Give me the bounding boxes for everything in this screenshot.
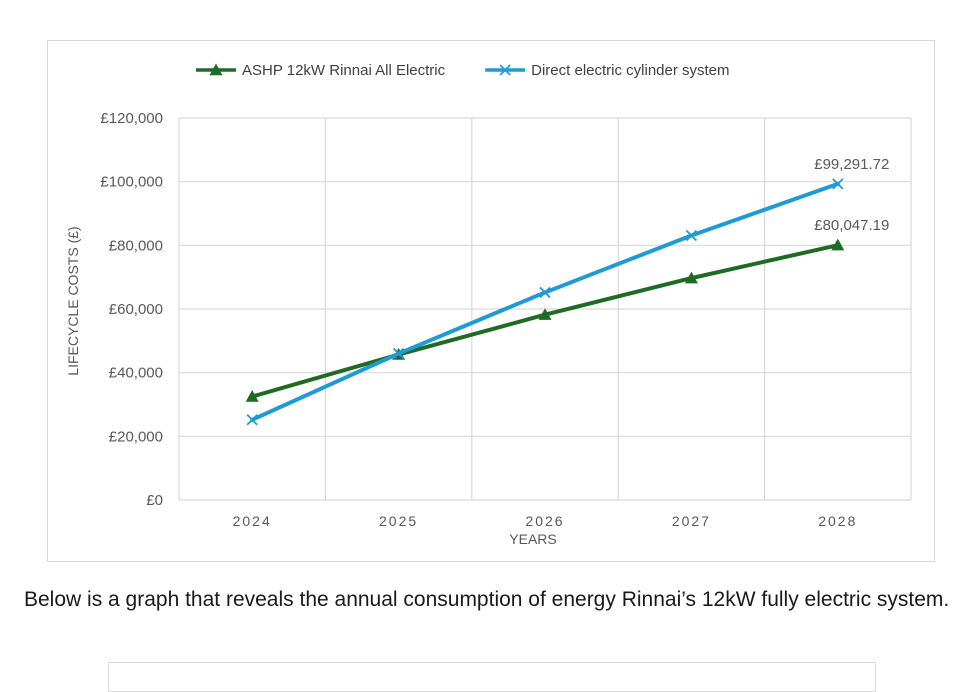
data-point-triangle xyxy=(831,238,845,251)
x-tick-label: 2028 xyxy=(818,513,857,529)
y-tick-label: £0 xyxy=(146,492,163,509)
y-tick-label: £80,000 xyxy=(109,237,163,254)
y-tick-label: £100,000 xyxy=(100,174,163,191)
series-layer xyxy=(245,178,845,426)
data-point-x xyxy=(832,178,844,190)
data-point-triangle xyxy=(209,63,223,76)
data-point-triangle xyxy=(684,271,698,284)
series-line-1 xyxy=(250,181,840,422)
y-tick-label: £60,000 xyxy=(109,301,163,318)
caption-text: Below is a graph that reveals the annual… xyxy=(24,588,950,611)
x-tick-label: 2025 xyxy=(379,513,418,529)
y-axis-ticks: £120,000 £100,000 £80,000 £60,000 £40,000 £20… xyxy=(100,110,163,509)
data-label: £99,291.72 xyxy=(814,156,889,173)
data-point-x xyxy=(539,286,551,299)
y-tick-label: £40,000 xyxy=(109,365,163,382)
x-axis-label: YEARS xyxy=(509,531,556,547)
data-labels: £99,291.72 £80,047.19 xyxy=(814,156,889,234)
x-tick-label: 2026 xyxy=(525,513,564,529)
x-tick-label: 2027 xyxy=(672,513,711,529)
grid-lines xyxy=(178,117,912,501)
y-tick-label: £120,000 xyxy=(100,110,163,127)
x-axis-ticks: 2024 2025 2026 2027 2028 xyxy=(233,513,857,529)
data-point-triangle xyxy=(538,308,552,320)
legend-label: Direct electric cylinder system xyxy=(531,62,729,79)
y-axis-label: LIFECYCLE COSTS (£) xyxy=(65,226,81,375)
next-chart-frame xyxy=(108,662,876,692)
chart-frame: £120,000 £100,000 £80,000 £60,000 £40,000 £20… xyxy=(47,40,935,562)
legend: ASHP 12kW Rinnai All Electric Direct elec… xyxy=(196,62,730,79)
series-line-0 xyxy=(250,243,840,399)
y-tick-label: £20,000 xyxy=(109,428,163,445)
data-point-x xyxy=(499,64,511,76)
lifecycle-cost-chart: £120,000 £100,000 £80,000 £60,000 £40,000 £20… xyxy=(65,62,912,547)
data-point-x xyxy=(246,414,258,426)
legend-label: ASHP 12kW Rinnai All Electric xyxy=(242,62,446,79)
data-label: £80,047.19 xyxy=(814,217,889,234)
data-point-triangle xyxy=(245,390,259,402)
x-tick-label: 2024 xyxy=(233,513,272,529)
data-point-x xyxy=(392,347,405,360)
data-point-x xyxy=(685,229,698,242)
